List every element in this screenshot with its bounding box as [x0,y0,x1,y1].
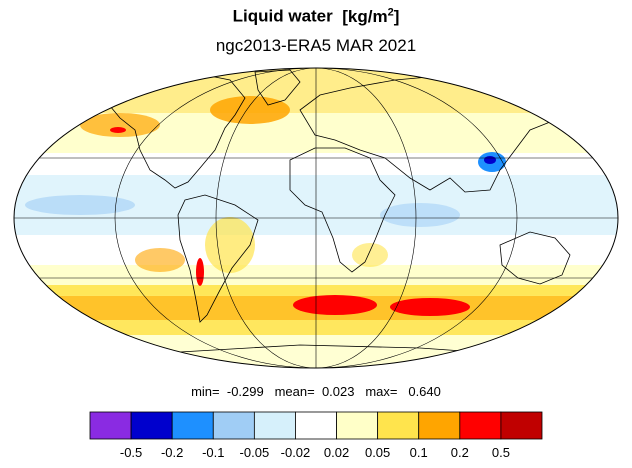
units-text: [kg/m2] [342,6,400,26]
south-america-yellow [205,217,255,273]
max-value: 0.640 [408,384,441,399]
southern-ocean-max-1 [293,295,377,315]
plot-subtitle: ngc2013-ERA5 MAR 2021 [215,36,417,55]
southeast-pacific-orange [135,248,185,272]
title-text: Liquid water [232,6,333,26]
graticule [14,68,618,368]
colorbar-swatch-6 [336,411,379,440]
australia-outline [499,231,571,285]
plot-title: Liquid water [kg/m2] [0,6,632,27]
max-label: max= [365,384,398,399]
colorbar-swatch-4 [253,411,296,440]
colorbar-tick-label: -0.2 [160,445,184,460]
southern-africa-yellow [352,243,388,267]
colorbar-swatch-1 [130,411,173,440]
colorbar-tick-label: 0.5 [491,445,510,460]
colorbar-swatch-9 [459,411,502,440]
colorbar-tick-label: 0.05 [364,445,391,460]
colorbar-tick-label: -0.1 [202,445,225,460]
colorbar-swatch-3 [212,411,255,440]
southern-ocean-max-2 [390,298,470,316]
south-america-outline [177,194,259,323]
colorbar-swatch-10 [500,411,543,440]
colorbar-tick-label: 0.2 [450,445,469,460]
andes-red [196,258,204,286]
colorbar-swatch-2 [171,411,214,440]
globe-border [13,67,619,369]
north-pacific-orange [80,113,160,137]
colorbar-tick-label: -0.02 [280,445,311,460]
min-label: min= [191,384,220,399]
stats-line: min= -0.299 mean= 0.023 max= 0.640 [0,384,632,399]
north-pacific-red [110,127,126,133]
colorbar-swatch-8 [418,411,461,440]
colorbar-tick-label: 0.1 [409,445,428,460]
colorbar-tick-label: -0.05 [239,445,270,460]
colorbar-swatch-0 [89,411,132,440]
europe-asia-outline [299,75,571,193]
greenland-outline [254,69,301,106]
min-value: -0.299 [226,384,264,399]
africa-outline [289,147,396,273]
pacific-tropics-blue [25,195,135,215]
mean-value: 0.023 [321,384,355,399]
mean-label: mean= [274,384,315,399]
indian-ocean-blue [380,203,460,227]
colorbar-swatch-7 [377,411,420,440]
colorbar-tick-label: 0.02 [323,445,350,460]
world-map [13,67,619,369]
north-atlantic-orange [210,96,290,124]
colorbar-swatch-5 [295,411,337,440]
colorbar-tick-label: -0.5 [119,445,143,460]
